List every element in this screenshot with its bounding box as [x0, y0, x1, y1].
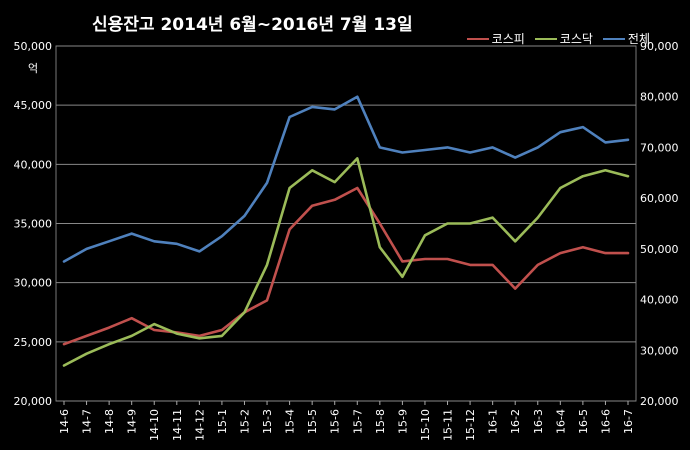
- legend-label-total: 전체: [627, 32, 650, 46]
- series-line: [62, 157, 630, 367]
- left-tick-label: 30,000: [14, 277, 53, 290]
- x-tick-label: 16-1: [487, 409, 500, 434]
- legend-item-kosdaq: 코스닥: [534, 30, 593, 47]
- left-tick-label: 40,000: [14, 158, 53, 171]
- series-line: [62, 95, 630, 263]
- right-tick-label: 80,000: [640, 91, 679, 104]
- x-tick-label: 15-9: [396, 409, 409, 434]
- grid: [56, 45, 636, 402]
- x-axis: 14-6 14-7 14-8 14-9 14-10 14-11 14-12 15-1 15-2 1…: [58, 401, 635, 441]
- left-tick-label: 20,000: [14, 395, 53, 408]
- x-tick-label: 14-8: [103, 409, 116, 434]
- x-tick-label: 16-3: [532, 409, 545, 434]
- right-tick-label: 50,000: [640, 243, 679, 256]
- x-tick-label: 15-2: [238, 409, 251, 434]
- series-group: [62, 95, 630, 367]
- unit-label: 억: [28, 62, 39, 75]
- x-tick-label: 15-1: [216, 409, 229, 434]
- x-tick-label: 15-6: [329, 409, 342, 434]
- x-tick-label: 15-7: [351, 409, 364, 434]
- x-tick-label: 16-2: [509, 409, 522, 434]
- legend-swatch-total: [602, 37, 625, 40]
- legend-label-kospi: 코스피: [491, 32, 525, 46]
- x-tick-label: 16-5: [577, 409, 590, 434]
- x-tick-label: 16-6: [599, 409, 612, 434]
- legend: 코스피 코스닥 전체: [466, 30, 650, 47]
- series-line: [62, 186, 630, 346]
- right-tick-label: 20,000: [640, 395, 679, 408]
- x-tick-label: 14-11: [171, 409, 184, 441]
- x-tick-label: 15-3: [261, 409, 274, 434]
- legend-item-kospi: 코스피: [466, 30, 525, 47]
- x-tick-label: 14-9: [126, 409, 139, 434]
- right-tick-label: 90,000: [640, 40, 679, 53]
- x-tick-label: 14-6: [58, 409, 71, 434]
- x-tick-label: 15-8: [374, 409, 387, 434]
- right-axis: 20,000 30,000 40,000 50,000 60,000 70,000 80,0…: [640, 40, 679, 408]
- legend-swatch-kosdaq: [534, 37, 557, 40]
- x-tick-label: 16-7: [622, 409, 635, 434]
- x-tick-label: 15-4: [284, 409, 297, 434]
- left-tick-label: 45,000: [14, 99, 53, 112]
- legend-item-total: 전체: [602, 30, 650, 47]
- x-tick-label: 14-12: [193, 409, 206, 441]
- left-tick-label: 25,000: [14, 336, 53, 349]
- right-tick-label: 40,000: [640, 294, 679, 307]
- left-tick-label: 35,000: [14, 218, 53, 231]
- x-tick-label: 15-12: [464, 409, 477, 441]
- x-tick-label: 15-5: [306, 409, 319, 434]
- x-tick-label: 14-7: [81, 409, 94, 434]
- chart-title: 신용잔고 2014년 6월~2016년 7월 13일: [92, 15, 413, 35]
- right-tick-label: 70,000: [640, 141, 679, 154]
- legend-label-kosdaq: 코스닥: [559, 32, 593, 46]
- left-tick-label: 50,000: [14, 40, 53, 53]
- x-tick-label: 14-10: [148, 409, 161, 441]
- right-tick-label: 60,000: [640, 192, 679, 205]
- x-tick-label: 15-11: [442, 409, 455, 441]
- x-tick-label: 15-10: [419, 409, 432, 441]
- x-tick-label: 16-4: [554, 409, 567, 434]
- right-tick-label: 30,000: [640, 344, 679, 357]
- left-axis: 20,000 25,000 30,000 35,000 40,000 45,000 50,0…: [14, 40, 53, 408]
- legend-swatch-kospi: [466, 37, 489, 40]
